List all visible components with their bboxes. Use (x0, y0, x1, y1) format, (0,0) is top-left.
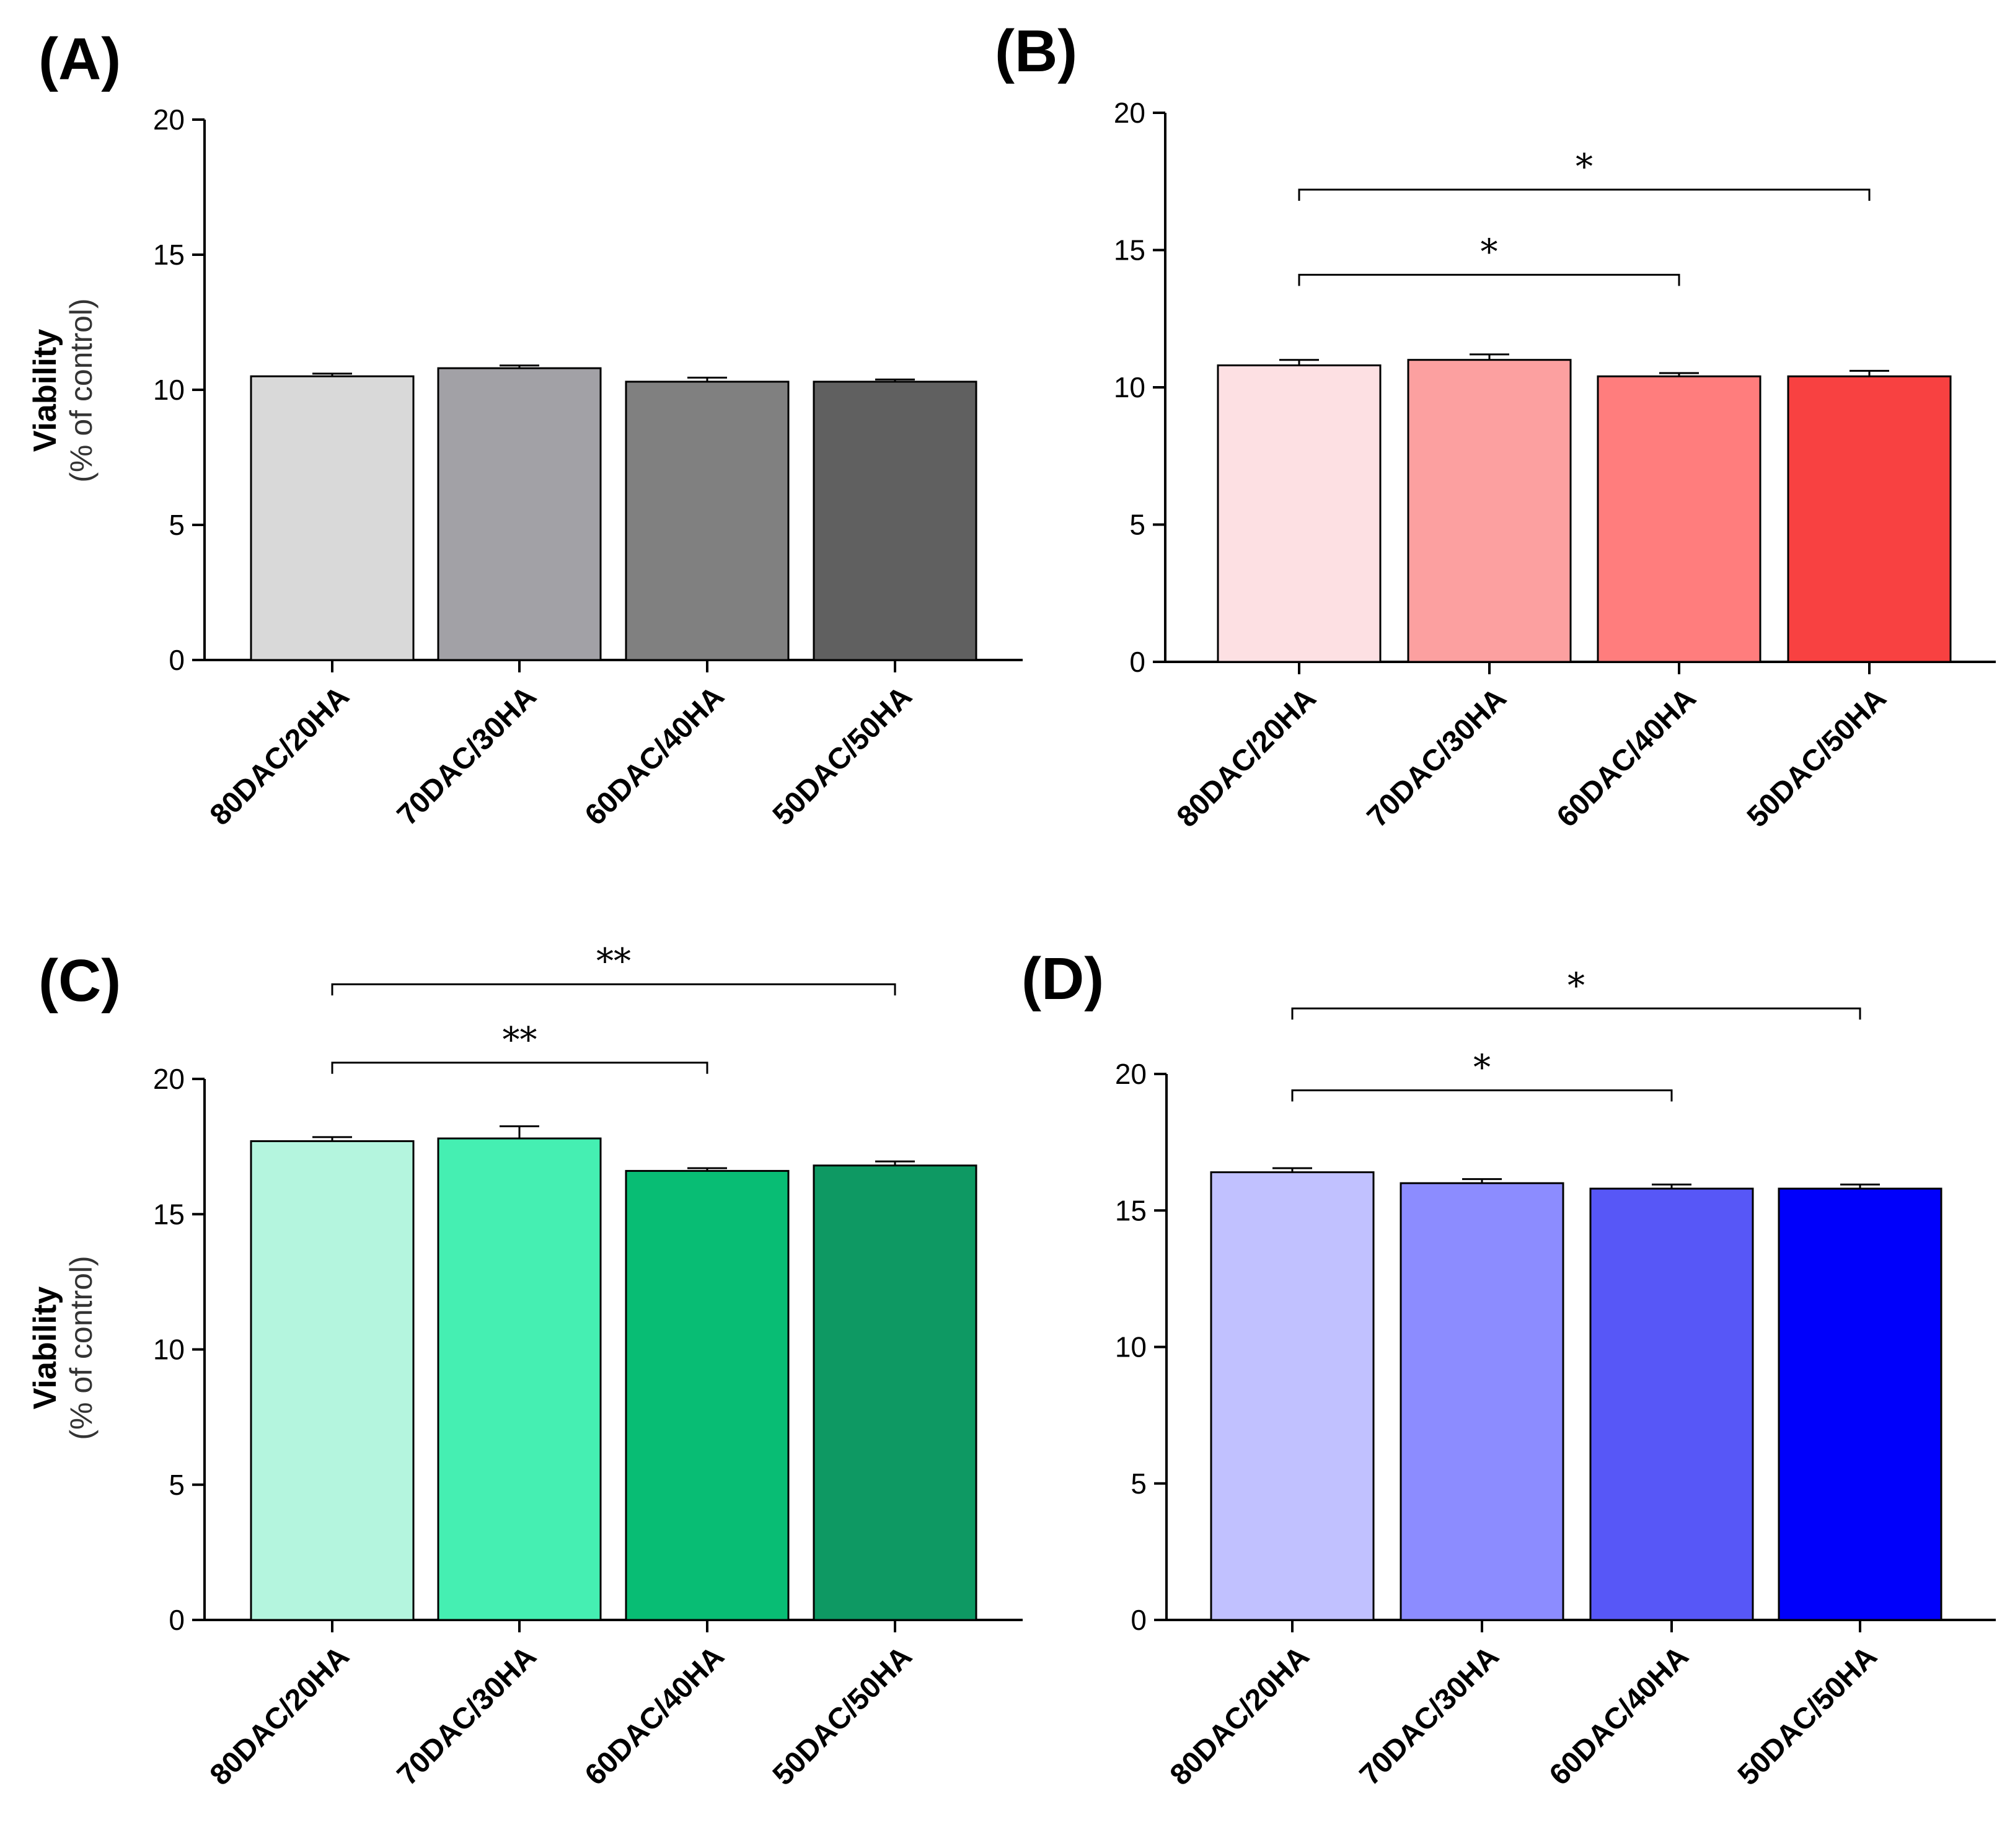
y-axis-subtitle: (% of control) (64, 1256, 99, 1440)
y-tick-label: 0 (169, 1604, 185, 1636)
category-label: 80DAC/20HA (204, 680, 356, 832)
chart-panel-c: (C) 0 5 10 15 20 80DAC/20HA 70DAC/30HA 60DAC/40H… (27, 941, 1023, 1792)
significance-label: * (1473, 1047, 1491, 1088)
significance-bracket (1291, 1089, 1673, 1102)
category-label: 70DAC/30HA (391, 680, 543, 832)
category-label: 50DAC/50HA (1741, 682, 1893, 834)
category-label: 80DAC/20HA (1164, 1640, 1316, 1792)
significance-bracket (1291, 1007, 1861, 1020)
y-tick-label: 20 (1114, 97, 1145, 129)
panel-label: (A) (38, 26, 121, 92)
y-axis-subtitle: (% of control) (64, 298, 99, 482)
category-label: 60DAC/40HA (1543, 1640, 1695, 1792)
bar-3 (625, 1169, 790, 1621)
bar-3 (1597, 375, 1761, 663)
significance-label: ** (596, 941, 631, 982)
significance-bracket (331, 1062, 708, 1074)
y-tick-label: 5 (1131, 1467, 1147, 1500)
panel-label: (D) (1021, 946, 1104, 1012)
significance-bracket (1298, 188, 1871, 201)
significance-bracket (1298, 273, 1680, 286)
bar-4 (1778, 1187, 1942, 1621)
bar-3 (625, 381, 790, 661)
bar-2 (1407, 359, 1572, 663)
bar-1 (1217, 364, 1382, 663)
category-label: 80DAC/20HA (204, 1640, 356, 1792)
bar-2 (1400, 1182, 1564, 1621)
y-tick-label: 20 (153, 1063, 185, 1095)
bar-4 (813, 1164, 977, 1621)
category-label: 60DAC/40HA (1551, 682, 1703, 834)
significance-label: * (1576, 147, 1593, 187)
y-tick-label: 5 (169, 1469, 185, 1501)
bar-4 (813, 381, 977, 661)
y-tick-label: 0 (169, 644, 185, 676)
y-tick-label: 5 (169, 509, 185, 541)
y-tick-label: 10 (153, 1334, 185, 1366)
category-label: 70DAC/30HA (1354, 1640, 1506, 1792)
category-label: 50DAC/50HA (767, 1640, 919, 1792)
panel-label: (B) (995, 18, 1077, 84)
y-tick-label: 10 (1115, 1331, 1147, 1363)
bar-1 (1210, 1171, 1375, 1621)
significance-label: * (1481, 232, 1498, 272)
bar-1 (250, 1140, 415, 1621)
category-label: 60DAC/40HA (579, 1640, 731, 1792)
panel-label: (C) (38, 948, 121, 1014)
y-tick-label: 20 (153, 103, 185, 136)
bar-1 (250, 375, 415, 661)
y-tick-label: 20 (1115, 1058, 1147, 1090)
category-label: 50DAC/50HA (767, 680, 919, 832)
y-axis-title: Viability (27, 1287, 63, 1410)
y-tick-label: 10 (1114, 371, 1145, 403)
category-label: 70DAC/30HA (1361, 682, 1513, 834)
bar-4 (1787, 375, 1952, 663)
y-axis-title: Viability (27, 329, 63, 452)
bar-2 (437, 367, 602, 661)
y-tick-label: 0 (1131, 1604, 1147, 1636)
bar-2 (437, 1137, 602, 1621)
y-tick-label: 5 (1129, 509, 1145, 541)
y-tick-label: 0 (1129, 646, 1145, 678)
y-tick-label: 15 (153, 1198, 185, 1230)
category-label: 50DAC/50HA (1732, 1640, 1884, 1792)
category-label: 70DAC/30HA (391, 1640, 543, 1792)
category-label: 80DAC/20HA (1171, 682, 1323, 834)
y-tick-label: 15 (153, 239, 185, 271)
category-label: 60DAC/40HA (579, 680, 731, 832)
significance-label: ** (503, 1020, 537, 1060)
y-tick-label: 15 (1114, 234, 1145, 266)
chart-panel-b: (B) 0 5 10 15 20 80DAC/20HA 70DAC/30HA 60DAC/40H… (995, 18, 1996, 834)
y-tick-label: 15 (1115, 1194, 1147, 1226)
bar-3 (1589, 1187, 1754, 1621)
significance-bracket (331, 983, 896, 996)
y-tick-label: 10 (153, 374, 185, 406)
chart-panel-d: (D) 0 5 10 15 20 80DAC/20HA 70DAC/30HA 60DAC/40H… (1021, 946, 1996, 1792)
chart-panel-a: (A) 0 5 10 15 20 80DAC/20HA 70DAC/30HA 60DAC/40H… (27, 26, 1023, 832)
significance-label: * (1567, 966, 1585, 1006)
